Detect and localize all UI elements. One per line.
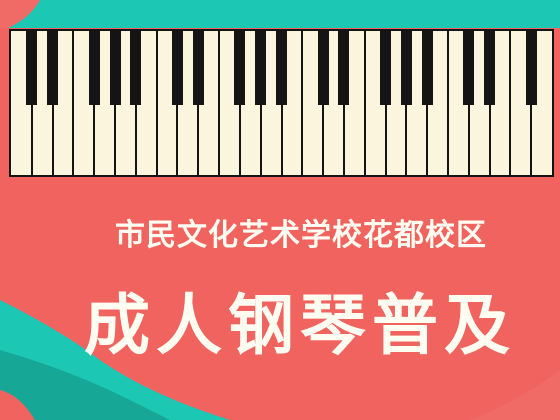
black-key bbox=[171, 31, 183, 105]
black-key bbox=[192, 31, 204, 105]
white-key-divider bbox=[218, 31, 221, 175]
white-key-divider bbox=[72, 31, 75, 175]
black-key bbox=[421, 31, 433, 105]
white-key-divider bbox=[301, 31, 304, 175]
black-key bbox=[109, 31, 121, 105]
black-key bbox=[338, 31, 350, 105]
black-key bbox=[47, 31, 59, 105]
black-key bbox=[255, 31, 267, 105]
white-key-divider bbox=[509, 31, 512, 175]
poster-title: 成人钢琴普及 bbox=[84, 287, 516, 364]
black-key bbox=[88, 31, 100, 105]
black-key bbox=[276, 31, 287, 105]
black-key bbox=[463, 31, 475, 105]
black-key bbox=[525, 31, 537, 105]
black-key bbox=[317, 31, 329, 105]
white-key-divider bbox=[363, 31, 366, 175]
black-key bbox=[234, 31, 246, 105]
black-key bbox=[400, 31, 412, 105]
school-name: 市民文化艺术学校花都校区 bbox=[115, 218, 487, 253]
black-key bbox=[26, 31, 38, 105]
black-key bbox=[380, 31, 392, 105]
white-key-divider bbox=[155, 31, 158, 175]
black-key bbox=[484, 31, 496, 105]
black-key bbox=[130, 31, 142, 105]
white-key-divider bbox=[446, 31, 449, 175]
piano-keyboard bbox=[9, 29, 554, 177]
